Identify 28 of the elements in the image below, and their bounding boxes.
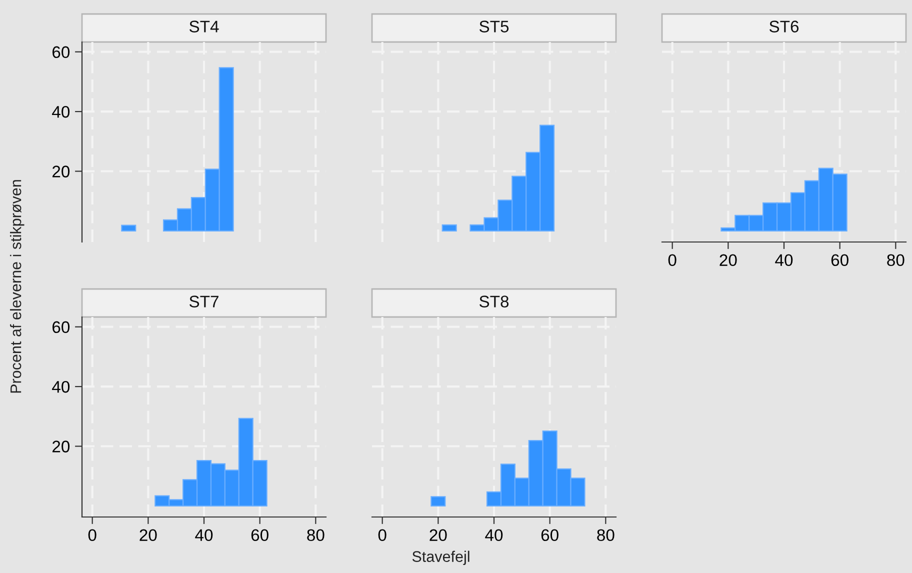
x-tick-label: 40 (195, 529, 213, 542)
x-tick-label: 20 (430, 529, 447, 542)
chart-title: ST5 (479, 20, 509, 32)
chart-title: ST8 (479, 296, 509, 308)
x-tick-label: 40 (485, 529, 503, 542)
x-tick-label: 20 (140, 529, 157, 542)
chart-title: ST4 (189, 20, 219, 32)
x-tick-label: 40 (775, 254, 793, 266)
x-tick-label: 80 (887, 254, 904, 266)
y-tick-label: 40 (52, 106, 70, 118)
x-axis-title: Stavefejl (412, 550, 470, 565)
x-tick-label: 80 (597, 529, 614, 542)
x-tick-label: 60 (831, 254, 848, 266)
chart-title: ST6 (769, 20, 799, 32)
x-tick-label: 0 (88, 529, 96, 542)
x-tick-label: 60 (541, 529, 558, 542)
y-axis-title: Procent af eleverne i stikprøven (10, 180, 24, 393)
y-tick-label: 60 (52, 46, 70, 58)
chart-title: ST7 (189, 296, 218, 308)
y-tick-label: 40 (52, 380, 70, 393)
y-tick-label: 20 (52, 166, 70, 178)
x-tick-label: 20 (720, 254, 737, 266)
y-tick-label: 20 (52, 440, 70, 452)
x-tick-label: 80 (307, 529, 324, 542)
x-tick-label: 0 (668, 254, 676, 266)
y-tick-label: 60 (52, 321, 70, 334)
x-tick-label: 0 (378, 529, 386, 542)
x-tick-label: 60 (251, 529, 268, 542)
